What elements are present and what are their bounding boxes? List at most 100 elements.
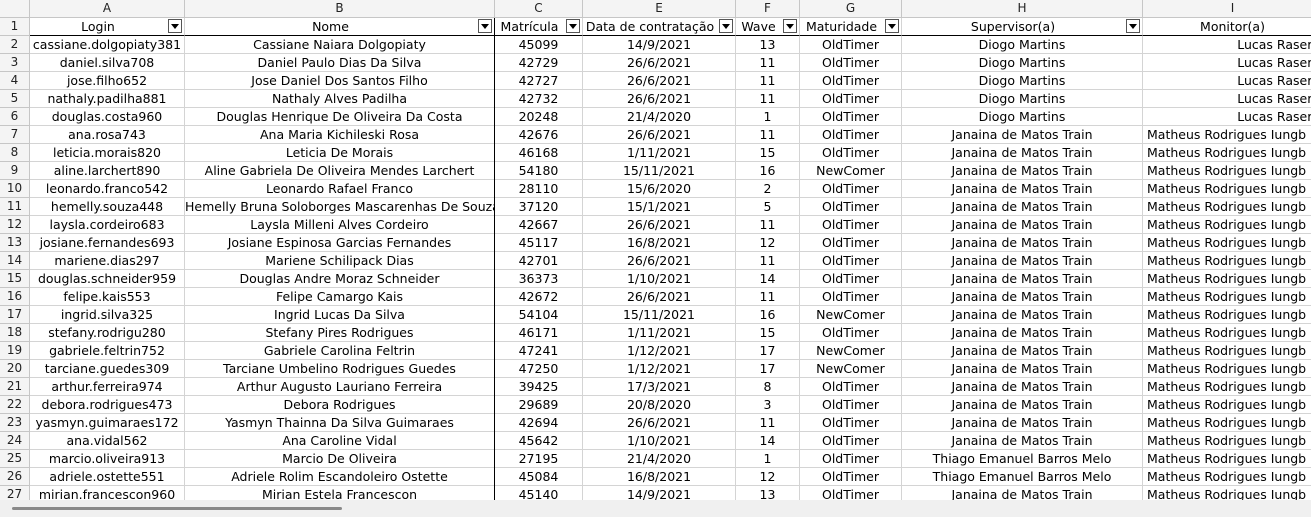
cell-supervisor[interactable]: Diogo Martins [902, 108, 1143, 126]
cell-monitor[interactable]: Matheus Rodrigues Iungb [1143, 198, 1311, 216]
cell-login[interactable]: josiane.fernandes693 [30, 234, 185, 252]
column-letter-h[interactable]: H [902, 0, 1143, 18]
cell-matricula[interactable]: 42727 [495, 72, 583, 90]
cell-matricula[interactable]: 47241 [495, 342, 583, 360]
cell-data-contratacao[interactable]: 15/1/2021 [583, 198, 736, 216]
cell-monitor[interactable]: Matheus Rodrigues Iungb [1143, 306, 1311, 324]
cell-matricula[interactable]: 20248 [495, 108, 583, 126]
cell-monitor[interactable]: Lucas Rasera [1143, 36, 1311, 54]
row-number[interactable]: 22 [0, 396, 30, 414]
cell-monitor[interactable]: Lucas Rasera [1143, 108, 1311, 126]
cell-monitor[interactable]: Matheus Rodrigues Iungb [1143, 126, 1311, 144]
row-number[interactable]: 19 [0, 342, 30, 360]
cell-login[interactable]: felipe.kais553 [30, 288, 185, 306]
cell-data-contratacao[interactable]: 26/6/2021 [583, 126, 736, 144]
cell-nome[interactable]: Laysla Milleni Alves Cordeiro [185, 216, 495, 234]
cell-supervisor[interactable]: Janaina de Matos Train [902, 324, 1143, 342]
cell-maturidade[interactable]: OldTimer [800, 108, 902, 126]
cell-matricula[interactable]: 54104 [495, 306, 583, 324]
cell-wave[interactable]: 15 [736, 324, 800, 342]
cell-supervisor[interactable]: Thiago Emanuel Barros Melo [902, 450, 1143, 468]
cell-supervisor[interactable]: Janaina de Matos Train [902, 162, 1143, 180]
horizontal-scrollbar-thumb[interactable] [12, 507, 342, 510]
filter-dropdown-icon[interactable] [719, 19, 733, 33]
cell-nome[interactable]: Ana Maria Kichileski Rosa [185, 126, 495, 144]
cell-wave[interactable]: 1 [736, 108, 800, 126]
cell-supervisor[interactable]: Janaina de Matos Train [902, 432, 1143, 450]
spreadsheet-grid[interactable]: A B C E F G H I 1 2 3 4 5 6 7 8 9 10 11 12 13 14 15 16 17 18 19 20 2… [0, 0, 1311, 500]
cell-maturidade[interactable]: OldTimer [800, 216, 902, 234]
cell-wave[interactable]: 16 [736, 162, 800, 180]
cell-supervisor[interactable]: Janaina de Matos Train [902, 378, 1143, 396]
cell-login[interactable]: mariene.dias297 [30, 252, 185, 270]
cell-wave[interactable]: 11 [736, 288, 800, 306]
select-all-corner[interactable] [0, 0, 30, 18]
cell-login[interactable]: arthur.ferreira974 [30, 378, 185, 396]
cell-data-contratacao[interactable]: 1/11/2021 [583, 144, 736, 162]
cell-monitor[interactable]: Matheus Rodrigues Iungb [1143, 162, 1311, 180]
cell-data-contratacao[interactable]: 15/11/2021 [583, 162, 736, 180]
row-number[interactable]: 7 [0, 126, 30, 144]
header-data-contratacao[interactable]: Data de contratação [583, 18, 736, 36]
cell-monitor[interactable]: Matheus Rodrigues Iungb [1143, 324, 1311, 342]
cell-data-contratacao[interactable]: 17/3/2021 [583, 378, 736, 396]
cell-supervisor[interactable]: Janaina de Matos Train [902, 144, 1143, 162]
cell-supervisor[interactable]: Janaina de Matos Train [902, 342, 1143, 360]
cell-wave[interactable]: 17 [736, 360, 800, 378]
cell-data-contratacao[interactable]: 1/11/2021 [583, 324, 736, 342]
cell-matricula[interactable]: 45642 [495, 432, 583, 450]
cell-supervisor[interactable]: Janaina de Matos Train [902, 198, 1143, 216]
cell-login[interactable]: ana.vidal562 [30, 432, 185, 450]
filter-dropdown-icon[interactable] [1126, 19, 1140, 33]
cell-matricula[interactable]: 27195 [495, 450, 583, 468]
column-letter-e[interactable]: E [583, 0, 736, 18]
cell-wave[interactable]: 11 [736, 54, 800, 72]
filter-dropdown-icon[interactable] [783, 19, 797, 33]
cell-maturidade[interactable]: OldTimer [800, 144, 902, 162]
cell-nome[interactable]: Daniel Paulo Dias Da Silva [185, 54, 495, 72]
cell-nome[interactable]: Aline Gabriela De Oliveira Mendes Larche… [185, 162, 495, 180]
cell-supervisor[interactable]: Janaina de Matos Train [902, 414, 1143, 432]
cell-matricula[interactable]: 42732 [495, 90, 583, 108]
cell-nome[interactable]: Douglas Andre Moraz Schneider [185, 270, 495, 288]
cell-maturidade[interactable]: OldTimer [800, 90, 902, 108]
cell-supervisor[interactable]: Diogo Martins [902, 90, 1143, 108]
cell-monitor[interactable]: Matheus Rodrigues Iungb [1143, 252, 1311, 270]
row-number[interactable]: 5 [0, 90, 30, 108]
filter-dropdown-icon[interactable] [566, 19, 580, 33]
cell-supervisor[interactable]: Janaina de Matos Train [902, 396, 1143, 414]
cell-login[interactable]: gabriele.feltrin752 [30, 342, 185, 360]
header-matricula[interactable]: Matrícula [495, 18, 583, 36]
cell-maturidade[interactable]: OldTimer [800, 396, 902, 414]
cell-login[interactable]: leonardo.franco542 [30, 180, 185, 198]
cell-nome[interactable]: Gabriele Carolina Feltrin [185, 342, 495, 360]
row-number[interactable]: 27 [0, 486, 30, 500]
cell-maturidade[interactable]: OldTimer [800, 288, 902, 306]
cell-nome[interactable]: Leonardo Rafael Franco [185, 180, 495, 198]
cell-data-contratacao[interactable]: 15/11/2021 [583, 306, 736, 324]
cell-login[interactable]: hemelly.souza448 [30, 198, 185, 216]
cell-wave[interactable]: 13 [736, 36, 800, 54]
cell-nome[interactable]: Ingrid Lucas Da Silva [185, 306, 495, 324]
column-letter-f[interactable]: F [736, 0, 800, 18]
cell-monitor[interactable]: Matheus Rodrigues Iungb [1143, 180, 1311, 198]
header-monitor[interactable]: Monitor(a) [1143, 18, 1311, 36]
row-number[interactable]: 13 [0, 234, 30, 252]
cell-monitor[interactable]: Lucas Rasera [1143, 54, 1311, 72]
row-number[interactable]: 24 [0, 432, 30, 450]
cell-monitor[interactable]: Matheus Rodrigues Iungb [1143, 468, 1311, 486]
cell-wave[interactable]: 11 [736, 414, 800, 432]
cell-login[interactable]: stefany.rodrigu280 [30, 324, 185, 342]
cell-maturidade[interactable]: NewComer [800, 360, 902, 378]
cell-supervisor[interactable]: Diogo Martins [902, 36, 1143, 54]
cell-maturidade[interactable]: OldTimer [800, 468, 902, 486]
cell-login[interactable]: daniel.silva708 [30, 54, 185, 72]
cell-data-contratacao[interactable]: 20/8/2020 [583, 396, 736, 414]
cell-matricula[interactable]: 54180 [495, 162, 583, 180]
cell-login[interactable]: debora.rodrigues473 [30, 396, 185, 414]
cell-matricula[interactable]: 42676 [495, 126, 583, 144]
row-number[interactable]: 18 [0, 324, 30, 342]
cell-supervisor[interactable]: Janaina de Matos Train [902, 252, 1143, 270]
cell-supervisor[interactable]: Janaina de Matos Train [902, 234, 1143, 252]
cell-supervisor[interactable]: Janaina de Matos Train [902, 288, 1143, 306]
